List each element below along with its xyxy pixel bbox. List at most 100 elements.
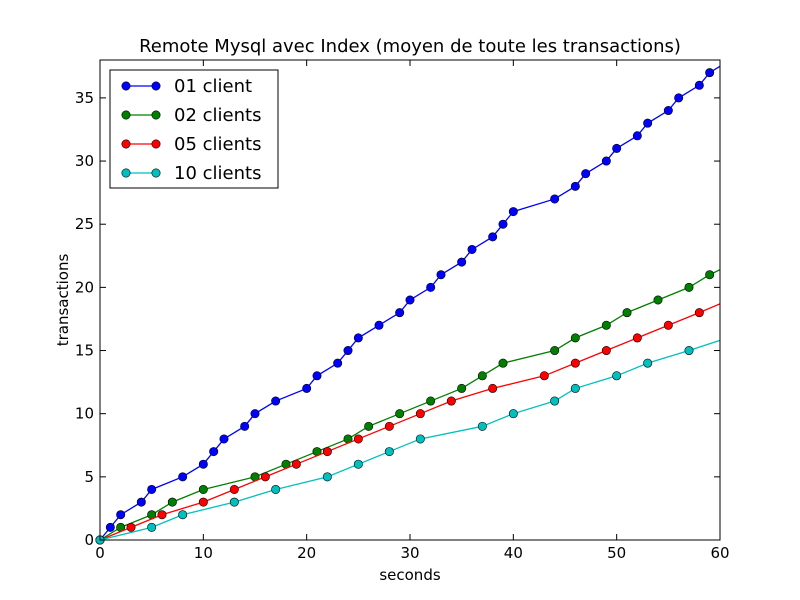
legend-marker — [121, 110, 131, 120]
data-point — [384, 447, 394, 457]
data-point — [364, 421, 374, 431]
data-point — [322, 447, 332, 457]
legend-marker — [151, 81, 161, 91]
data-point — [508, 409, 518, 419]
data-point — [498, 219, 508, 229]
data-point — [229, 484, 239, 494]
data-point — [601, 156, 611, 166]
data-point — [343, 346, 353, 356]
data-point — [488, 232, 498, 242]
data-point — [457, 383, 467, 393]
data-point — [353, 459, 363, 469]
data-point — [116, 510, 126, 520]
data-point — [457, 257, 467, 267]
data-point — [198, 497, 208, 507]
legend-item: 01 client — [121, 76, 252, 97]
data-point — [612, 371, 622, 381]
data-point — [570, 383, 580, 393]
data-point — [271, 484, 281, 494]
legend-label: 01 client — [174, 76, 252, 97]
data-point — [632, 131, 642, 141]
x-tick-label: 10 — [194, 544, 213, 562]
y-axis: 0 5 10 15 20 25 30 35 — [75, 89, 720, 549]
legend-marker — [151, 168, 161, 178]
data-point — [684, 282, 694, 292]
data-point — [271, 396, 281, 406]
data-point — [570, 181, 580, 191]
data-point — [570, 358, 580, 368]
data-point — [705, 68, 715, 78]
data-point — [219, 434, 229, 444]
data-point — [353, 434, 363, 444]
data-point — [632, 333, 642, 343]
data-point — [178, 472, 188, 482]
data-point — [136, 497, 146, 507]
legend: 01 client 02 clients 05 clients 10 clients — [109, 69, 279, 189]
legend-marker — [121, 139, 131, 149]
x-tick-label: 30 — [400, 544, 419, 562]
data-point — [436, 270, 446, 280]
data-point — [488, 383, 498, 393]
data-point — [663, 320, 673, 330]
legend-marker — [121, 81, 131, 91]
data-point — [178, 510, 188, 520]
legend-marker — [151, 139, 161, 149]
data-point — [250, 409, 260, 419]
data-point — [653, 295, 663, 305]
data-point — [694, 308, 704, 318]
data-point — [581, 169, 591, 179]
data-point — [467, 244, 477, 254]
legend-marker — [121, 168, 131, 178]
data-point — [601, 320, 611, 330]
data-point — [446, 396, 456, 406]
data-point — [426, 282, 436, 292]
legend-label: 05 clients — [174, 134, 261, 155]
data-point — [622, 308, 632, 318]
y-tick-label: 35 — [75, 89, 94, 107]
data-point — [374, 320, 384, 330]
legend-item: 02 clients — [121, 105, 261, 126]
x-axis: 0 10 20 30 40 50 60 — [95, 60, 730, 562]
data-point — [395, 409, 405, 419]
data-point — [198, 459, 208, 469]
series-line — [99, 303, 721, 541]
legend-item: 05 clients — [121, 134, 261, 155]
data-point — [291, 459, 301, 469]
data-point — [126, 522, 136, 532]
data-point — [550, 194, 560, 204]
data-point — [663, 106, 673, 116]
data-point — [705, 270, 715, 280]
data-point — [612, 143, 622, 153]
x-tick-label: 50 — [607, 544, 626, 562]
data-point — [167, 497, 177, 507]
y-tick-label: 20 — [75, 278, 94, 296]
data-point — [147, 522, 157, 532]
series-1 — [95, 65, 721, 545]
data-point — [322, 472, 332, 482]
data-point — [415, 409, 425, 419]
legend-label: 10 clients — [174, 163, 261, 184]
data-point — [415, 434, 425, 444]
y-tick-label: 5 — [84, 468, 94, 486]
data-point — [550, 396, 560, 406]
data-point — [694, 80, 704, 90]
data-point — [384, 421, 394, 431]
data-point — [198, 484, 208, 494]
y-tick-label: 25 — [75, 215, 94, 233]
data-point — [426, 396, 436, 406]
legend-label: 02 clients — [174, 105, 261, 126]
data-point — [405, 295, 415, 305]
y-tick-label: 15 — [75, 342, 94, 360]
data-point — [105, 522, 115, 532]
data-point — [684, 346, 694, 356]
x-tick-label: 40 — [504, 544, 523, 562]
data-point — [570, 333, 580, 343]
x-tick-label: 20 — [297, 544, 316, 562]
data-point — [643, 118, 653, 128]
data-point — [333, 358, 343, 368]
series-layer — [95, 65, 721, 545]
data-point — [477, 421, 487, 431]
data-point — [147, 484, 157, 494]
series-4 — [95, 339, 721, 545]
